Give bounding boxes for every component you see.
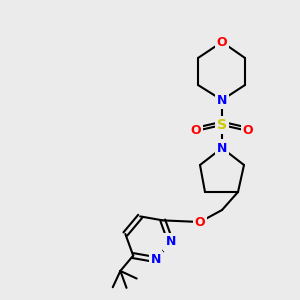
Text: O: O xyxy=(195,215,205,229)
Text: N: N xyxy=(217,142,227,154)
Text: N: N xyxy=(217,94,227,106)
Text: O: O xyxy=(243,124,253,136)
Text: S: S xyxy=(217,118,227,132)
Text: N: N xyxy=(166,236,176,248)
Text: O: O xyxy=(217,35,227,49)
Text: N: N xyxy=(151,253,161,266)
Text: O: O xyxy=(191,124,201,136)
